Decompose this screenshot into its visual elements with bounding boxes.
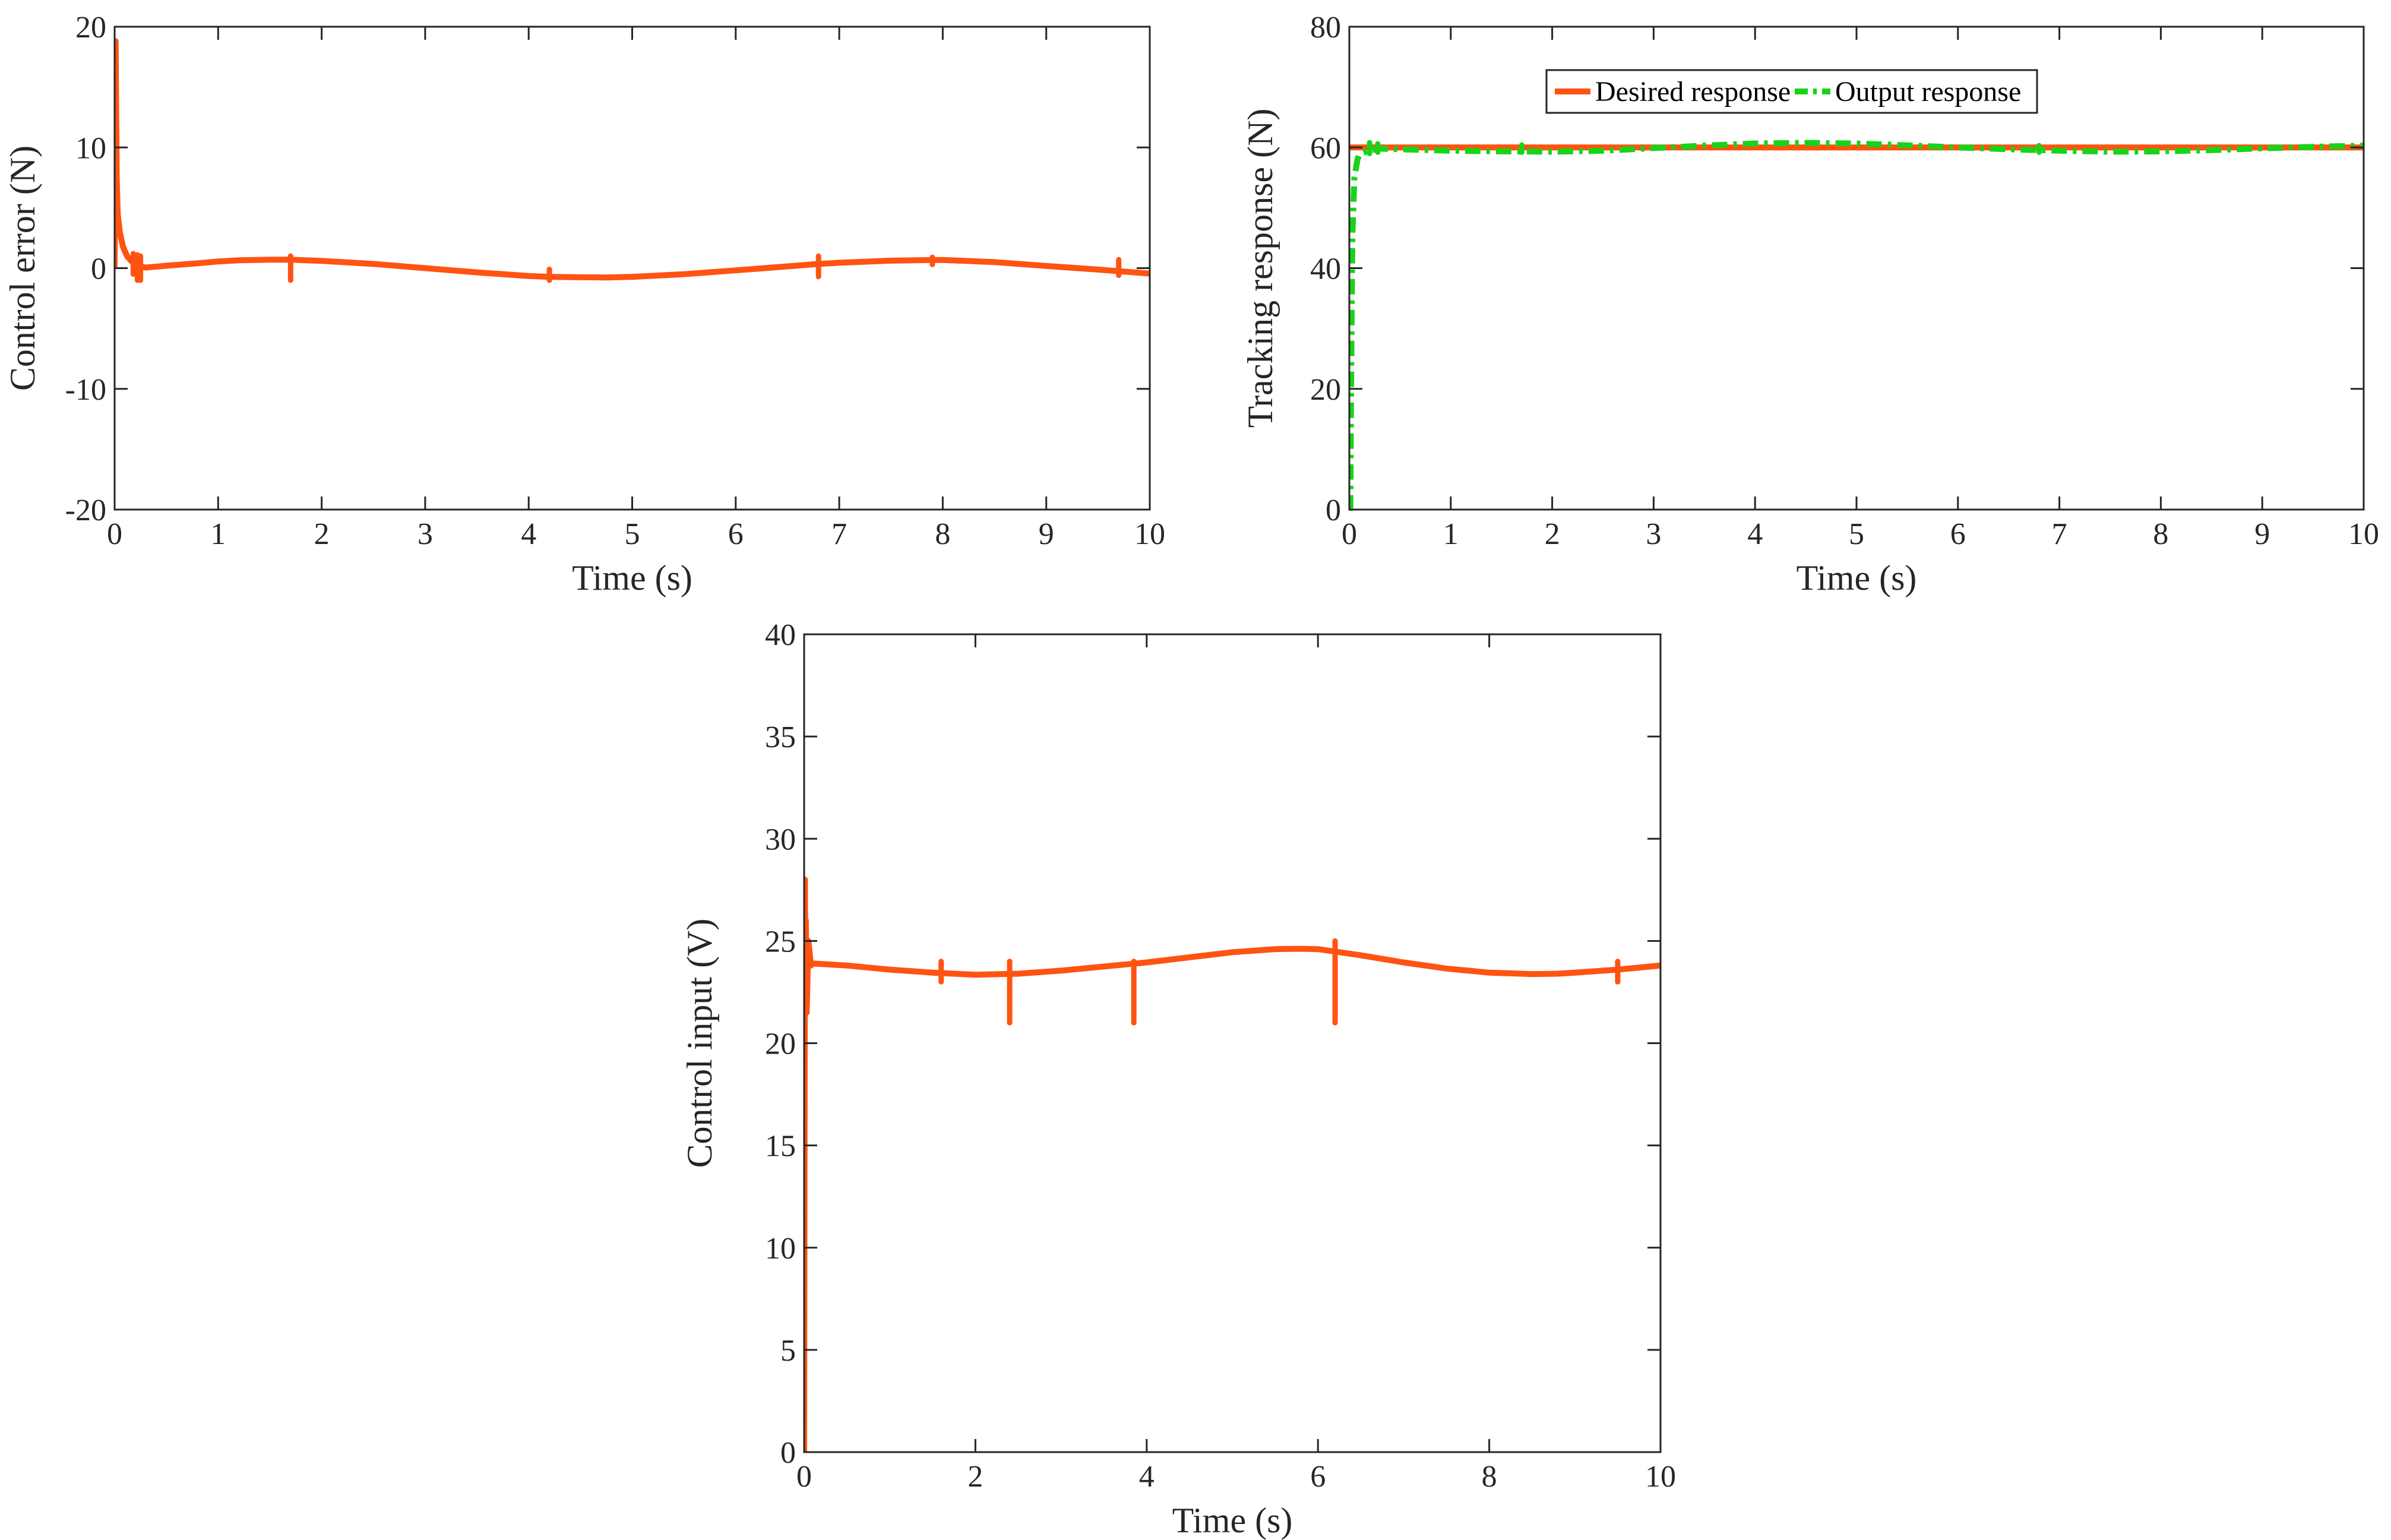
input-y-tick-label: 20 [765,1027,796,1061]
tracking-response-x-axis-label: Time (s) [1797,558,1917,597]
control-error-plot-area [115,38,1150,283]
tracking-x-tick-label: 8 [2153,517,2168,551]
control-error-ticks: 0 1 2 3 4 5 6 7 8 9 10 -20 -10 0 10 20 [65,11,1165,551]
legend-label-output-response: Output response [1835,76,2021,107]
error-x-tick-label: 1 [210,517,226,551]
error-x-tick-label: 9 [1039,517,1054,551]
control-error-chart: 0 1 2 3 4 5 6 7 8 9 10 -20 -10 0 10 20 Time (s) Control… [3,11,1165,597]
tracking-x-tick-label: 4 [1747,517,1763,551]
input-x-tick-label: 2 [967,1460,983,1494]
error-x-tick-label: 7 [831,517,847,551]
tracking-x-tick-label: 10 [2348,517,2379,551]
tracking-y-tick-label: 20 [1310,373,1341,407]
tracking-response-legend: Desired response Output response [1545,69,2038,114]
tracking-y-tick-label: 0 [1326,494,1341,527]
error-x-tick-label: 4 [521,517,536,551]
input-y-tick-label: 35 [765,720,796,754]
tracking-x-tick-label: 7 [2052,517,2067,551]
tracking-response-ticks: 0 1 2 3 4 5 6 7 8 9 10 0 20 40 60 80 [1310,11,2379,551]
control-input-chart: 0 2 4 6 8 10 0 5 10 15 20 25 30 35 40 Time (s) Control… [680,618,1676,1540]
input-x-tick-label: 4 [1139,1460,1155,1494]
error-x-tick-label: 6 [728,517,744,551]
control-input-x-axis-label: Time (s) [1172,1501,1293,1540]
tracking-x-tick-label: 3 [1646,517,1661,551]
error-series-control-error [115,38,1150,281]
error-y-tick-label: -10 [65,373,106,407]
error-y-tick-label: 10 [75,131,106,165]
tracking-x-tick-label: 2 [1545,517,1560,551]
input-x-tick-label: 6 [1310,1460,1326,1494]
tracking-y-tick-label: 60 [1310,131,1341,165]
tracking-x-tick-label: 6 [1950,517,1966,551]
error-x-tick-label: 5 [625,517,640,551]
error-y-tick-label: 20 [75,11,106,45]
tracking-response-y-axis-label: Tracking response (N) [1241,109,1280,428]
input-y-tick-label: 40 [765,618,796,652]
control-error-x-axis-label: Time (s) [572,558,692,597]
error-x-tick-label: 0 [107,517,122,551]
input-y-tick-label: 25 [765,925,796,959]
tracking-x-tick-label: 9 [2254,517,2270,551]
input-y-tick-label: 10 [765,1232,796,1266]
input-x-tick-label: 10 [1645,1460,1676,1494]
control-input-ticks: 0 2 4 6 8 10 0 5 10 15 20 25 30 35 40 [765,618,1676,1494]
error-y-tick-label: 0 [91,252,106,286]
input-series-control-input [804,877,1661,1453]
legend-box [1545,69,2038,114]
tracking-response-chart: 0 1 2 3 4 5 6 7 8 9 10 0 20 40 60 80 Time (s) Tracking … [1241,11,2379,597]
tracking-y-tick-label: 80 [1310,11,1341,45]
error-x-tick-label: 3 [418,517,433,551]
legend-label-desired-response: Desired response [1595,76,1791,107]
tracking-response-plot-area [1349,140,2364,511]
input-y-tick-label: 5 [780,1334,796,1368]
control-error-y-axis-label: Control error (N) [3,146,42,391]
error-y-tick-label: -20 [65,494,106,527]
control-input-y-axis-label: Control input (V) [680,919,719,1168]
error-x-tick-label: 2 [314,517,330,551]
tracking-x-tick-label: 5 [1849,517,1864,551]
input-x-tick-label: 8 [1482,1460,1497,1494]
input-y-tick-label: 30 [765,823,796,856]
tracking-y-tick-label: 40 [1310,252,1341,286]
control-input-plot-area [804,877,1661,1453]
error-x-tick-label: 10 [1134,517,1165,551]
tracking-x-tick-label: 1 [1443,517,1459,551]
tracking-series-output-response [1349,140,2364,511]
input-y-tick-label: 15 [765,1130,796,1163]
input-y-tick-label: 0 [780,1436,796,1470]
input-x-tick-label: 0 [796,1460,812,1494]
tracking-x-tick-label: 0 [1342,517,1357,551]
error-x-tick-label: 8 [935,517,950,551]
